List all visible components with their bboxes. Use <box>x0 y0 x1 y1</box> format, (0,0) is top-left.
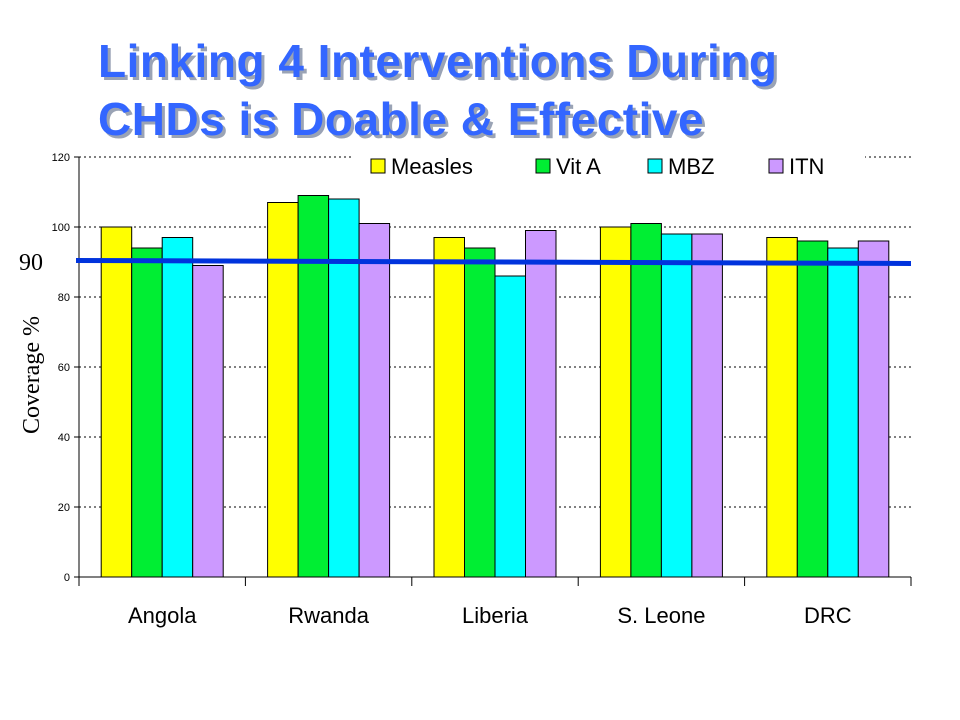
x-category-label-drc: DRC <box>804 603 852 628</box>
x-category-label-angola: Angola <box>128 603 197 628</box>
bar-drc-itn <box>857 240 890 578</box>
bar-s-leone-mbz <box>660 233 693 578</box>
bar-angola-vit-a <box>131 247 163 578</box>
bar-drc-vit-a <box>796 240 829 578</box>
bar-s-leone-itn <box>691 233 723 578</box>
bar-drc-mbz <box>827 247 859 578</box>
y-tick-label-60: 60 <box>58 362 70 374</box>
legend-label-itn: ITN <box>789 154 824 179</box>
bar-angola-itn <box>192 265 224 578</box>
bar-liberia-vit-a <box>464 247 496 578</box>
axes-layer: 0 20 40 60 80 100 120 Angola Rwanda Liberia S. Leo… <box>52 152 912 628</box>
reference-line-label: 90 <box>19 250 43 276</box>
bar-liberia-itn <box>525 230 557 578</box>
legend-swatch-measles <box>370 158 386 174</box>
y-tick-label-120: 120 <box>52 152 70 164</box>
slide-title-line-2: CHDs is Doable & Effective <box>98 93 705 145</box>
legend: Measles Vit A MBZ ITN <box>353 150 865 187</box>
bar-angola-measles <box>100 226 133 578</box>
bar-liberia-measles <box>433 237 465 578</box>
reference-line-group: 90 <box>19 250 912 276</box>
bar-rwanda-mbz <box>328 198 360 578</box>
bar-s-leone-measles <box>599 226 632 578</box>
bar-liberia-mbz <box>494 275 526 578</box>
x-category-label-rwanda: Rwanda <box>288 603 369 628</box>
x-category-label-liberia: Liberia <box>462 603 529 628</box>
legend-swatch-mbz <box>647 158 663 174</box>
legend-swatch-itn <box>768 158 784 174</box>
y-tick-label-20: 20 <box>58 502 70 514</box>
bar-angola-mbz <box>161 237 194 578</box>
y-axis-label: Coverage % <box>19 316 45 434</box>
y-tick-label-80: 80 <box>58 292 70 304</box>
y-tick-label-40: 40 <box>58 432 70 444</box>
bar-rwanda-vit-a <box>297 195 330 578</box>
bars-layer <box>100 195 890 578</box>
reference-line <box>75 258 912 266</box>
bar-rwanda-itn <box>358 223 391 578</box>
legend-label-measles: Measles <box>391 154 473 179</box>
bar-s-leone-vit-a <box>630 223 662 578</box>
y-tick-label-100: 100 <box>52 222 70 234</box>
legend-swatch-vit-a <box>535 158 551 174</box>
legend-label-vit-a: Vit A <box>556 154 601 179</box>
y-tick-label-0: 0 <box>64 572 70 584</box>
slide-title-line-1: Linking 4 Interventions During <box>98 35 778 87</box>
bar-drc-measles <box>766 237 798 578</box>
legend-label-mbz: MBZ <box>668 154 714 179</box>
bar-rwanda-measles <box>267 202 299 578</box>
x-category-label-s-leone: S. Leone <box>617 603 705 628</box>
